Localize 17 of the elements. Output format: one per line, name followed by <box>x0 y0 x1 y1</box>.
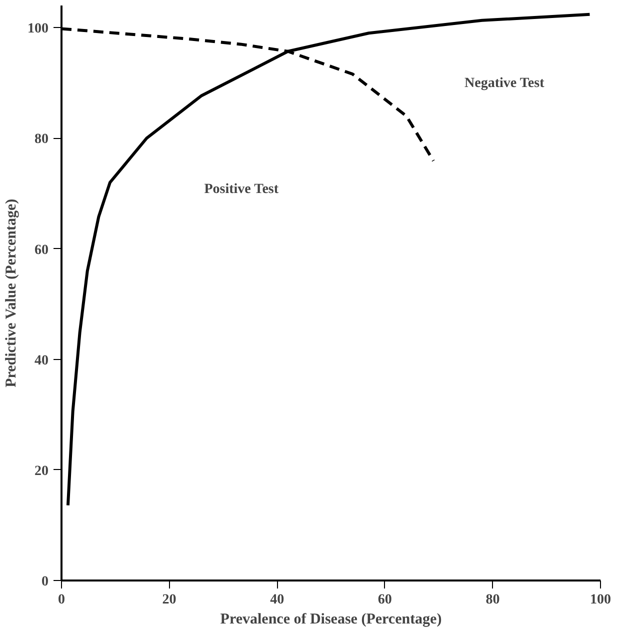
y-axis-title: Predictive Value (Percentage) <box>4 198 20 388</box>
y-tick-label: 60 <box>34 242 48 258</box>
x-axis-title: Prevalence of Disease (Percentage) <box>220 612 442 628</box>
y-tick-label: 40 <box>34 353 48 368</box>
x-tick-label: 60 <box>378 592 392 608</box>
x-tick-label: 0 <box>58 592 65 608</box>
x-tick-label: 100 <box>590 592 611 608</box>
x-tick-label: 20 <box>162 592 176 608</box>
x-tick-label: 80 <box>486 592 500 608</box>
line-series <box>66 12 592 507</box>
y-tick-label: 80 <box>34 132 48 148</box>
annotation: Negative Test <box>464 76 545 91</box>
y-tick-label: 0 <box>42 574 48 590</box>
annotation: Positive Test <box>204 182 279 197</box>
y-tick-label: 100 <box>28 22 48 37</box>
y-tick-label: 20 <box>34 464 48 479</box>
x-tick-label: 40 <box>270 592 284 608</box>
